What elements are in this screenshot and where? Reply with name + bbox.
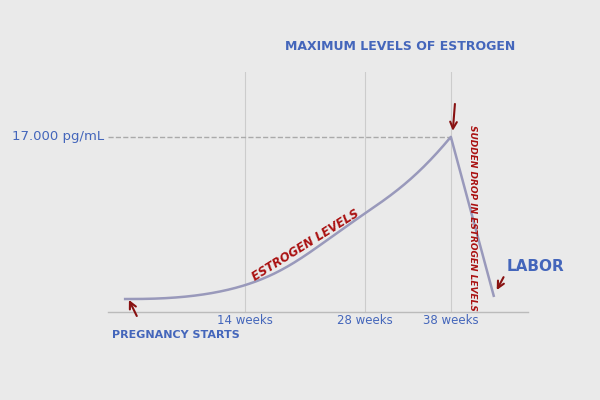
- Text: SUDDEN DROP IN ESTROGEN LEVELS: SUDDEN DROP IN ESTROGEN LEVELS: [468, 125, 477, 311]
- Text: PREGNANCY STARTS: PREGNANCY STARTS: [112, 330, 240, 340]
- Text: LABOR: LABOR: [506, 259, 565, 274]
- Text: 28 weeks: 28 weeks: [337, 314, 393, 328]
- Text: 14 weeks: 14 weeks: [217, 314, 273, 328]
- Text: 38 weeks: 38 weeks: [423, 314, 479, 328]
- Text: ESTROGEN LEVELS: ESTROGEN LEVELS: [249, 207, 361, 284]
- Text: 17.000 pg/mL: 17.000 pg/mL: [11, 130, 104, 143]
- Text: MAXIMUM LEVELS OF ESTROGEN: MAXIMUM LEVELS OF ESTROGEN: [285, 40, 515, 53]
